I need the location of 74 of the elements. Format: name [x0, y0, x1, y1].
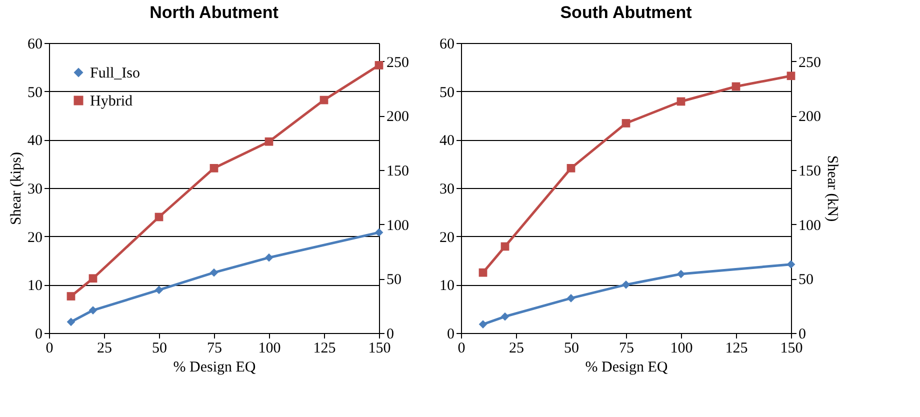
- x-axis-title: % Design EQ: [585, 360, 668, 376]
- point: [786, 260, 796, 269]
- x-tick-label: 75: [207, 340, 222, 356]
- point: [676, 97, 686, 106]
- x-tick-label: 25: [97, 340, 112, 356]
- y2-tick-label: 100: [798, 218, 821, 234]
- x-tick-label: 0: [458, 340, 466, 356]
- y2-tick-label: 150: [798, 164, 821, 180]
- y-tick-label: 0: [447, 326, 454, 342]
- y2-tick-label: 50: [386, 272, 402, 288]
- x-tick-label: 50: [564, 340, 579, 356]
- point: [66, 292, 76, 300]
- point: [264, 253, 274, 262]
- x-tick-label: 125: [725, 340, 748, 356]
- y-tick-label: 10: [28, 278, 42, 294]
- point: [210, 268, 218, 277]
- point: [154, 212, 164, 222]
- y-tick-label: 0: [35, 326, 42, 342]
- point: [732, 82, 740, 91]
- point: [88, 274, 98, 283]
- point: [566, 294, 576, 302]
- x-tick-label: 25: [509, 340, 524, 356]
- x-tick-label: 150: [780, 340, 803, 356]
- y-tick-label: 20: [440, 230, 454, 246]
- legend-label: Hybrid: [90, 94, 133, 110]
- point: [374, 61, 384, 70]
- legend-label: Full_Iso: [90, 66, 140, 82]
- y2-tick-label: 150: [386, 164, 409, 180]
- point: [622, 119, 630, 128]
- chart-title: North Abutment: [150, 3, 279, 22]
- point: [478, 268, 488, 277]
- y-tick-label: 20: [28, 230, 42, 246]
- y-tick-label: 60: [28, 36, 42, 52]
- x-axis-title: % Design EQ: [173, 360, 256, 376]
- point: [622, 280, 630, 289]
- point: [210, 164, 218, 172]
- point: [500, 242, 510, 251]
- point: [264, 137, 274, 146]
- y2-tick-label: 100: [386, 218, 409, 234]
- y2-tick-label: 0: [798, 326, 806, 342]
- y2-tick-label: 200: [798, 109, 821, 126]
- y-tick-label: 50: [28, 84, 42, 101]
- point: [320, 96, 328, 104]
- point: [478, 320, 488, 328]
- y2-tick-label: 250: [386, 54, 409, 71]
- y2-axis-title: Shear (kN): [824, 155, 840, 222]
- x-tick-label: 100: [670, 340, 693, 356]
- x-tick-label: 150: [368, 340, 391, 356]
- point: [500, 312, 510, 321]
- x-tick-label: 125: [313, 340, 336, 356]
- x-tick-label: 50: [152, 340, 167, 356]
- x-tick-label: 75: [619, 340, 634, 356]
- y2-tick-label: 250: [798, 54, 821, 71]
- point: [154, 286, 164, 294]
- point: [786, 72, 796, 80]
- y2-tick-label: 0: [386, 326, 394, 342]
- point: [676, 270, 686, 278]
- y-tick-label: 60: [440, 36, 454, 52]
- y-tick-label: 50: [440, 84, 454, 101]
- y-tick-label: 30: [440, 182, 454, 198]
- point: [66, 318, 76, 326]
- y-axis-title: Shear (kips): [8, 152, 24, 225]
- point: [374, 228, 384, 237]
- y-tick-label: 10: [440, 278, 454, 294]
- chart-title: South Abutment: [560, 3, 692, 22]
- point: [566, 164, 576, 172]
- y-tick-label: 40: [28, 133, 42, 150]
- y-tick-label: 30: [28, 182, 42, 198]
- x-tick-label: 100: [258, 340, 281, 356]
- y2-tick-label: 200: [386, 109, 409, 126]
- y2-tick-label: 50: [798, 272, 814, 288]
- point: [88, 306, 98, 314]
- y-tick-label: 40: [440, 133, 454, 150]
- x-tick-label: 0: [46, 340, 54, 356]
